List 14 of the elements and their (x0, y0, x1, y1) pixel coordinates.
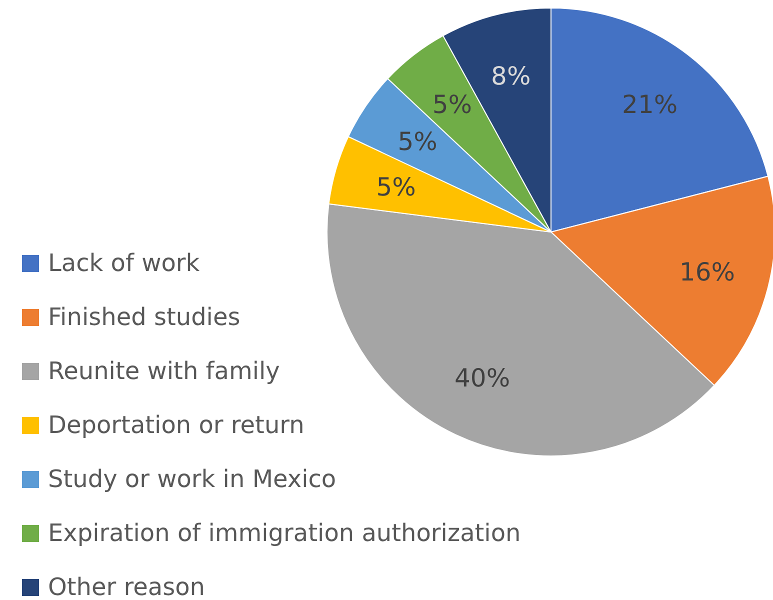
legend-label: Lack of work (48, 249, 200, 277)
data-label: 21% (622, 90, 678, 120)
data-label: 8% (491, 61, 531, 90)
legend-label: Other reason (48, 573, 205, 600)
data-label: 5% (398, 126, 438, 156)
legend-label: Expiration of immigration authorization (48, 519, 521, 547)
legend-label: Study or work in Mexico (48, 465, 336, 493)
data-label: 5% (432, 90, 472, 120)
legend-label: Deportation or return (48, 411, 304, 439)
data-label: 5% (376, 172, 416, 202)
data-label: 40% (454, 363, 510, 392)
data-label: 16% (679, 258, 735, 287)
legend-label: Reunite with family (48, 357, 280, 385)
legend-label: Finished studies (48, 303, 240, 331)
